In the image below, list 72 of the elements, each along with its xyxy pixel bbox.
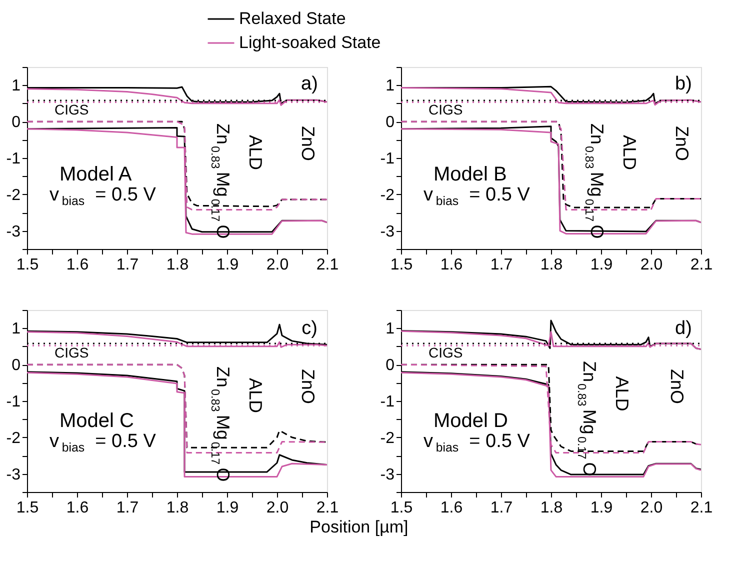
annotation: Model D — [434, 410, 508, 432]
annotation: ZnO — [672, 126, 692, 161]
y-tick-label: -1 — [6, 150, 21, 168]
x-tick-label: 2.0 — [266, 256, 289, 274]
y-tick-label: 0 — [386, 114, 395, 132]
x-tick-label: 1.5 — [390, 500, 413, 516]
x-tick-label: 1.5 — [390, 256, 413, 274]
y-tick-label: -2 — [6, 430, 21, 447]
y-tick-label: 0 — [12, 114, 21, 132]
x-axis-title: Position [µm] — [310, 518, 408, 536]
x-tick-label: 1.9 — [216, 500, 239, 516]
y-tick-label: -1 — [6, 394, 21, 410]
y-tick-label: -1 — [380, 150, 395, 168]
x-tick-label: 1.8 — [166, 500, 189, 516]
y-tick-label: 1 — [12, 320, 21, 338]
annotation: Model C — [60, 410, 134, 432]
annotation: CIGS — [54, 102, 89, 118]
annotation: b) — [675, 73, 692, 94]
y-tick-label: -3 — [6, 466, 21, 484]
annotation: ALD — [246, 135, 266, 170]
x-tick-label: 1.9 — [590, 500, 613, 516]
annotation: Model B — [434, 163, 507, 186]
y-tick-label: 0 — [12, 357, 21, 374]
legend-label: Relaxed State — [239, 9, 346, 28]
x-tick-label: 2.1 — [316, 500, 339, 516]
x-tick-label: 1.7 — [490, 500, 513, 516]
x-tick-label: 2.1 — [690, 500, 713, 516]
annotation: CIGS — [428, 102, 463, 118]
annotation: CIGS — [428, 344, 463, 361]
annotation: ZnO — [298, 126, 318, 161]
x-tick-label: 2.1 — [690, 256, 713, 274]
annotation: d) — [675, 318, 692, 340]
y-tick-label: -2 — [380, 430, 395, 447]
x-tick-label: 2.0 — [640, 256, 663, 274]
x-tick-label: 1.6 — [440, 256, 463, 274]
x-tick-label: 1.7 — [116, 500, 139, 516]
y-tick-label: -3 — [6, 223, 21, 240]
annotation: ZnO — [298, 368, 318, 404]
annotation: CIGS — [54, 344, 89, 361]
annotation: ALD — [246, 378, 266, 414]
x-tick-label: 2.0 — [640, 500, 663, 516]
x-tick-label: 1.8 — [540, 256, 563, 274]
annotation: ALD — [612, 376, 632, 412]
x-tick-label: 1.9 — [216, 256, 239, 274]
x-tick-label: 1.6 — [440, 500, 463, 516]
annotation: a) — [301, 73, 318, 94]
y-tick-label: 1 — [386, 78, 395, 95]
x-tick-label: 1.8 — [540, 500, 563, 516]
annotation: ZnO — [667, 368, 687, 404]
x-tick-label: 1.7 — [490, 256, 513, 274]
y-tick-label: -3 — [380, 223, 395, 240]
annotation: Zn0.83Mg0.17O — [208, 123, 233, 239]
y-tick-label: -1 — [380, 394, 395, 410]
annotation: Model A — [60, 163, 132, 186]
y-tick-label: -2 — [380, 186, 395, 204]
y-tick-label: -3 — [380, 466, 395, 484]
y-tick-label: 1 — [386, 320, 395, 338]
legend-label: Light-soaked State — [239, 33, 381, 52]
x-tick-label: 1.7 — [116, 256, 139, 274]
annotation: ALD — [620, 135, 640, 170]
annotation: c) — [302, 318, 318, 340]
x-tick-label: 1.6 — [66, 500, 89, 516]
x-tick-label: 1.5 — [16, 500, 39, 516]
y-tick-label: 1 — [12, 78, 21, 95]
x-tick-label: 2.1 — [316, 256, 339, 274]
y-tick-label: -2 — [6, 186, 21, 204]
x-tick-label: 2.0 — [266, 500, 289, 516]
x-tick-label: 1.6 — [66, 256, 89, 274]
x-tick-label: 1.8 — [166, 256, 189, 274]
y-tick-label: 0 — [386, 357, 395, 374]
x-tick-label: 1.9 — [590, 256, 613, 274]
x-tick-label: 1.5 — [16, 256, 39, 274]
